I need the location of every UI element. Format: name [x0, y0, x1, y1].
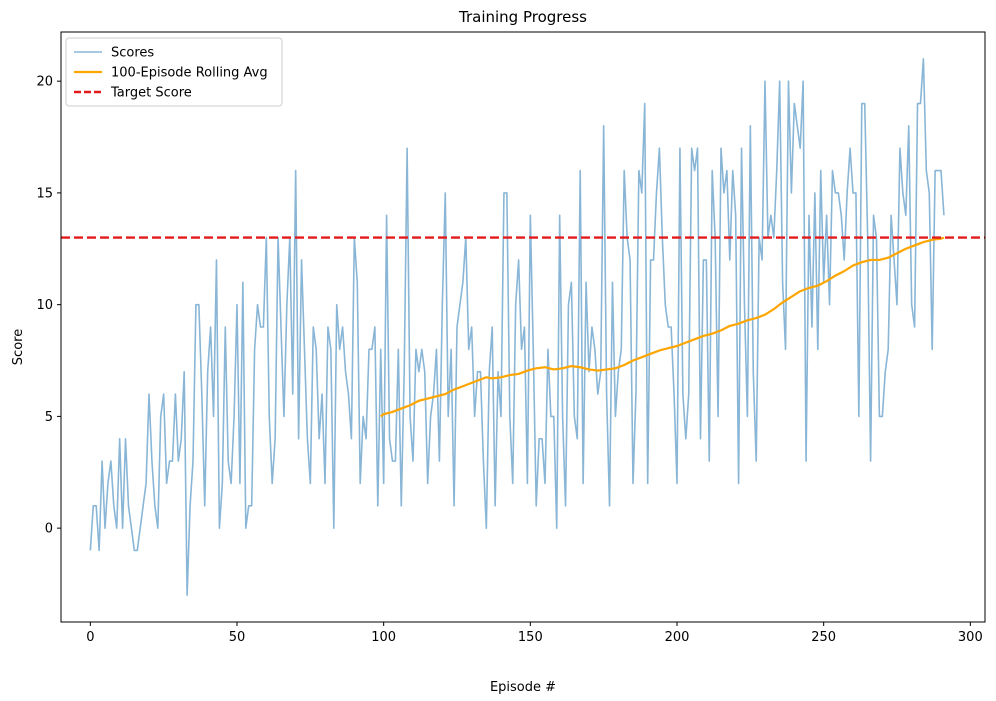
x-tick-label: 100	[371, 630, 396, 645]
x-tick-label: 0	[86, 630, 94, 645]
y-tick-label: 0	[45, 522, 53, 537]
x-tick-label: 300	[958, 630, 983, 645]
legend-rolling-avg-label: 100-Episode Rolling Avg	[111, 66, 268, 81]
rolling-avg-series-line	[380, 236, 945, 418]
y-tick-label: 15	[36, 186, 53, 201]
x-tick-label: 200	[665, 630, 690, 645]
legend-scores-label: Scores	[111, 46, 154, 61]
legend-target-score-label: Target Score	[110, 86, 192, 101]
y-axis-label: Score	[11, 329, 26, 365]
axes: 0 50 100 150 200 250 300 0 5 10 15 20	[36, 31, 986, 645]
legend-box	[65, 37, 283, 107]
x-tick-label: 50	[229, 630, 246, 645]
legend: Scores 100-Episode Rolling Avg Target Scor…	[65, 37, 283, 107]
plot-area	[61, 58, 985, 596]
x-axis-label: Episode #	[490, 680, 556, 695]
plot-frame	[60, 31, 986, 623]
scores-series-line	[89, 58, 945, 596]
chart-title: Training Progress	[458, 8, 587, 26]
y-tick-label: 5	[45, 410, 53, 425]
x-tick-label: 150	[518, 630, 543, 645]
x-tick-label: 250	[811, 630, 836, 645]
y-tick-label: 10	[36, 298, 53, 313]
y-tick-label: 20	[36, 75, 53, 90]
